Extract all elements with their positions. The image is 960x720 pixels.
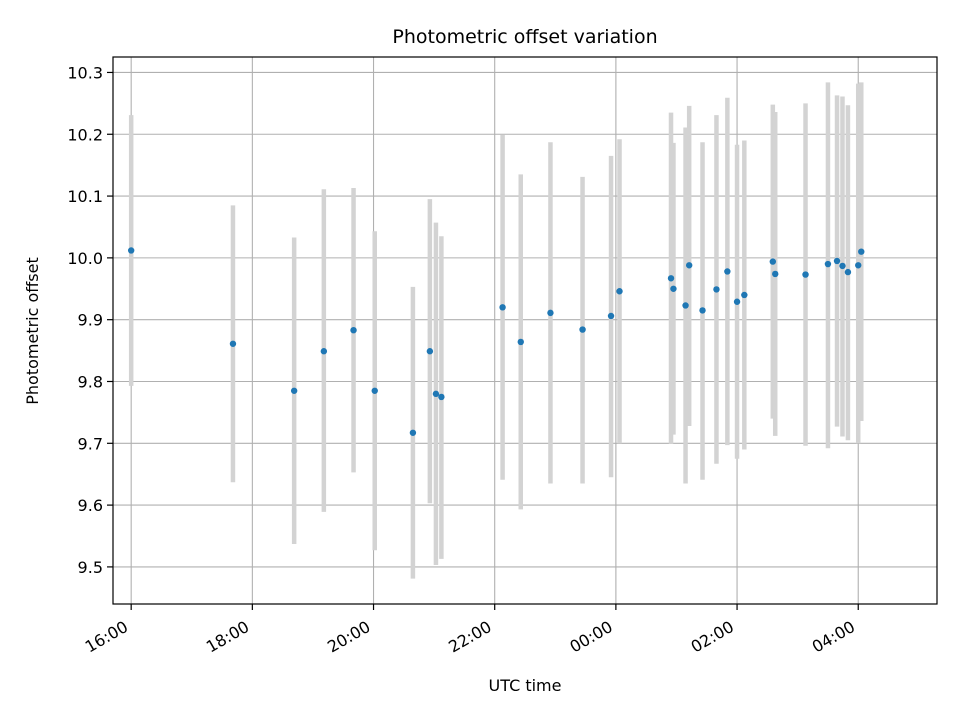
data-point — [579, 326, 586, 333]
data-point — [616, 288, 623, 295]
data-point — [833, 257, 841, 265]
data-point — [499, 304, 506, 311]
y-tick-label: 9.9 — [78, 311, 103, 330]
data-point — [713, 286, 720, 293]
y-tick-label: 10.3 — [67, 63, 103, 82]
data-point — [824, 260, 832, 268]
y-axis-ticks: 9.5 9.6 9.7 9.8 9.9 10.0 10.1 10.2 10.3 — [67, 63, 113, 577]
data-point — [855, 262, 862, 269]
y-tick-label: 9.8 — [78, 372, 103, 391]
data-point — [772, 270, 779, 278]
y-tick-label: 9.7 — [78, 434, 103, 453]
y-axis-title: Photometric offset — [23, 257, 42, 405]
data-point — [409, 429, 417, 436]
data-point — [320, 348, 328, 355]
data-point — [517, 338, 524, 346]
y-tick-label: 10.2 — [67, 125, 103, 144]
data-point — [699, 307, 706, 314]
data-point — [685, 262, 693, 269]
y-tick-label: 10.0 — [67, 249, 103, 268]
data-point — [839, 262, 846, 270]
chart-title: Photometric offset variation — [392, 26, 657, 48]
data-point — [438, 393, 445, 401]
data-point — [127, 247, 135, 254]
data-point — [858, 248, 865, 255]
data-point — [733, 298, 741, 305]
data-point — [802, 271, 809, 278]
data-point — [607, 312, 615, 320]
data-point — [426, 348, 434, 355]
data-point — [670, 285, 677, 292]
data-point — [844, 268, 852, 276]
x-axis-title: UTC time — [489, 676, 562, 695]
data-points — [127, 247, 865, 436]
data-point — [682, 302, 689, 309]
y-tick-label: 9.5 — [78, 558, 103, 577]
data-point — [769, 258, 777, 265]
data-point — [350, 326, 357, 334]
data-point — [290, 387, 298, 394]
data-point — [667, 275, 675, 282]
data-point — [741, 291, 748, 299]
data-point — [547, 309, 554, 317]
data-point — [229, 340, 237, 347]
data-point — [432, 390, 440, 398]
plot-frame — [112, 56, 938, 605]
data-point — [724, 268, 731, 275]
y-tick-label: 10.1 — [67, 187, 103, 206]
data-point — [371, 387, 378, 394]
y-tick-label: 9.6 — [78, 496, 103, 515]
